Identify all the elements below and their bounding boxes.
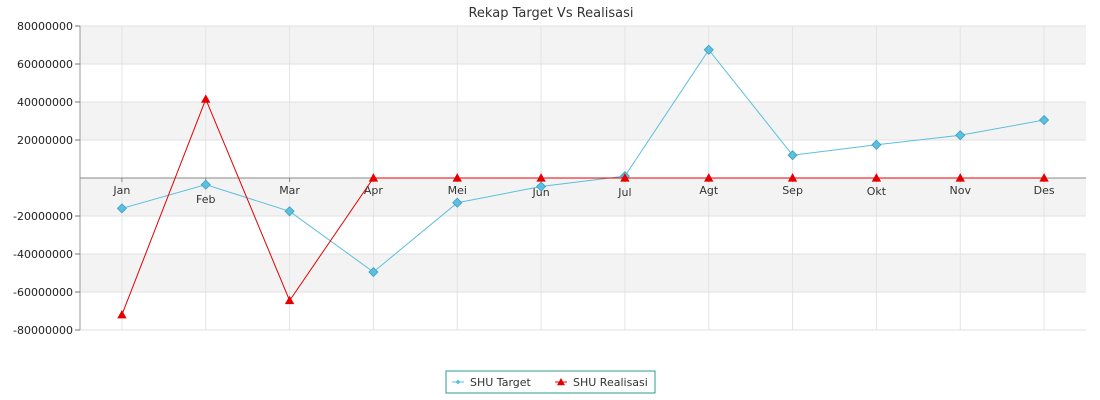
data-point[interactable] [871, 173, 882, 182]
y-tick-label: 60000000 [17, 58, 73, 71]
x-tick-label: Des [1034, 184, 1055, 197]
x-tick-label: Sep [782, 184, 803, 197]
x-tick-label: Mei [448, 184, 467, 197]
x-tick-label: Feb [196, 193, 215, 206]
plot-band [80, 292, 1086, 330]
plot-bands [80, 26, 1086, 330]
series-group [117, 94, 1049, 319]
data-point[interactable] [955, 130, 966, 141]
data-point[interactable] [955, 173, 965, 182]
data-point[interactable] [536, 173, 546, 182]
chart-title: Rekap Target Vs Realisasi [468, 6, 633, 21]
plot-band [80, 254, 1086, 292]
plot-band [80, 26, 1086, 64]
plot-band [80, 178, 1086, 216]
legend-marker [455, 379, 461, 385]
y-tick-label: -60000000 [13, 286, 73, 299]
series-line [121, 48, 1045, 273]
data-point[interactable] [871, 139, 882, 150]
data-point[interactable] [201, 94, 211, 103]
x-tick-label: Apr [364, 184, 384, 197]
data-point[interactable] [703, 44, 714, 55]
data-point[interactable] [452, 173, 462, 182]
x-tick-label: Mar [279, 184, 300, 197]
data-point[interactable] [284, 206, 295, 217]
data-point[interactable] [452, 197, 463, 208]
data-point[interactable] [787, 173, 798, 182]
data-point[interactable] [1039, 114, 1050, 126]
x-tick-label: Okt [867, 185, 887, 198]
y-tick-label: 40000000 [17, 96, 73, 109]
data-point[interactable] [1039, 173, 1049, 182]
x-tick-label: Agt [699, 184, 719, 197]
legend-label: SHU Realisasi [573, 376, 648, 389]
legend-label: SHU Target [470, 376, 532, 389]
series-group [116, 44, 1050, 278]
legend-box [445, 370, 656, 394]
y-tick-label: -20000000 [13, 210, 73, 223]
data-point[interactable] [787, 150, 798, 161]
y-tick-label: 80000000 [17, 20, 73, 33]
series-layer [116, 44, 1050, 319]
data-point[interactable] [284, 295, 295, 305]
data-point[interactable] [368, 266, 379, 278]
plot-band [80, 140, 1086, 178]
plot-band [80, 102, 1086, 140]
plot-band [80, 216, 1086, 254]
legend-marker [557, 378, 565, 386]
data-point[interactable] [200, 179, 211, 190]
y-tick-label: -80000000 [13, 324, 73, 337]
data-point[interactable] [704, 173, 714, 182]
data-point[interactable] [620, 173, 630, 182]
data-point[interactable] [368, 173, 379, 182]
x-tick-label: Jul [617, 186, 631, 199]
x-tick-label: Nov [950, 184, 972, 197]
data-point[interactable] [536, 181, 547, 192]
data-point[interactable] [116, 203, 127, 214]
legend-item[interactable]: SHU Realisasi [555, 376, 648, 389]
legend: SHU Target SHU Realisasi [445, 370, 656, 394]
y-tick-label: 20000000 [17, 134, 73, 147]
plot-band [80, 64, 1086, 102]
x-tick-label: Jun [531, 186, 549, 199]
series-line [121, 97, 1045, 315]
legend-item[interactable]: SHU Target [452, 376, 532, 389]
y-tick-label: -40000000 [13, 248, 73, 261]
y-axis: 80000000 60000000 40000000 20000000 -2000000… [13, 20, 81, 337]
data-point[interactable] [117, 309, 127, 319]
x-tick-label: Jan [112, 184, 130, 197]
